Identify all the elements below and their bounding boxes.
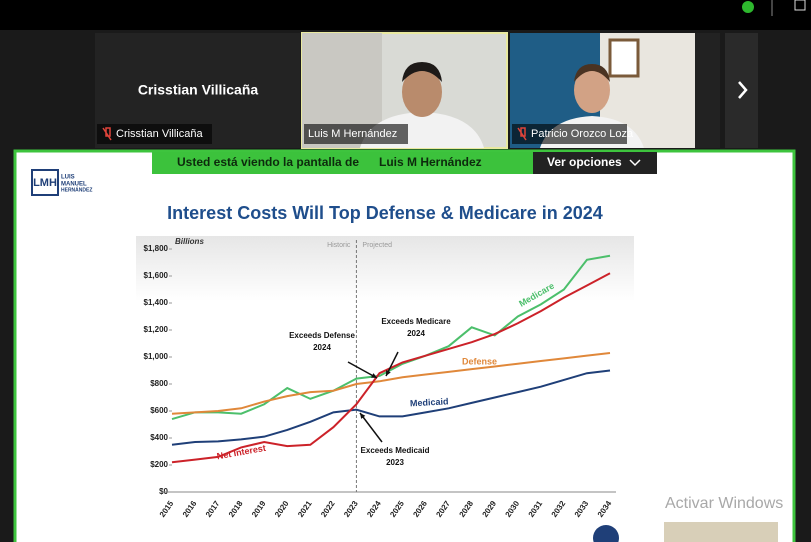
y-tick-label: $800 xyxy=(150,379,168,388)
presenter-name: Luis M Hernández xyxy=(379,155,482,169)
mute-icon xyxy=(517,127,527,141)
annotation-arrow xyxy=(347,361,378,379)
series-line xyxy=(171,254,611,421)
divider-label: Historic xyxy=(327,242,351,249)
video-person xyxy=(402,62,442,82)
arrow-head xyxy=(386,370,391,376)
annotation: 2023 xyxy=(386,458,404,467)
divider-label: Projected xyxy=(362,242,392,249)
logo-text: HERNÁNDEZ xyxy=(61,186,92,193)
video-person xyxy=(574,67,610,113)
logo-text: LUIS xyxy=(61,175,75,181)
y-tick-label: $400 xyxy=(150,433,168,442)
plot-area xyxy=(136,236,634,496)
mute-icon xyxy=(102,127,112,141)
arrow-head xyxy=(371,373,377,378)
name-tag xyxy=(304,124,408,144)
corner-badge xyxy=(593,525,619,542)
corner-image xyxy=(664,522,778,542)
y-tick-label: $1,600 xyxy=(144,271,169,280)
annotation: Exceeds Defense xyxy=(289,331,355,340)
series-label: Defense xyxy=(462,356,497,366)
name-tag xyxy=(97,124,212,144)
arrow-head xyxy=(360,413,366,419)
y-tick-label: $1,400 xyxy=(144,298,169,307)
y-tick-label: $1,200 xyxy=(144,325,169,334)
video-background xyxy=(608,38,640,78)
name-tag xyxy=(512,124,627,144)
annotation: 2024 xyxy=(407,329,425,338)
view-options-label[interactable]: Ver opciones xyxy=(547,155,622,169)
view-icon[interactable] xyxy=(794,0,806,11)
view-options-button[interactable] xyxy=(533,152,657,174)
windows-watermark: Activar Windows xyxy=(665,495,783,512)
logo-box xyxy=(31,169,59,196)
series-line xyxy=(171,272,611,464)
y-tick-label: $200 xyxy=(150,460,168,469)
annotation: Exceeds Medicaid xyxy=(361,446,430,455)
annotation-arrow xyxy=(359,412,383,443)
chart-title: Interest Costs Will Top Defense & Medica… xyxy=(167,203,603,223)
series-line xyxy=(171,351,611,415)
logo-text: MANUEL xyxy=(61,182,87,188)
participant-name: Crisstian Villicaña xyxy=(138,82,259,98)
video-person xyxy=(574,64,610,82)
annotation: Exceeds Medicare xyxy=(381,317,451,326)
participant-label: Crisstian Villicaña xyxy=(116,128,203,140)
security-icon[interactable] xyxy=(742,1,754,13)
next-arrow xyxy=(738,81,748,99)
y-tick-label: $1,000 xyxy=(144,352,169,361)
y-tick-label: $600 xyxy=(150,406,168,415)
series-line xyxy=(171,369,611,446)
top-bar xyxy=(0,0,811,30)
next-page-button[interactable] xyxy=(725,33,758,148)
annotation: 2024 xyxy=(313,343,331,352)
y-tick-label: $1,800 xyxy=(144,244,169,253)
participant-label: Patricio Orozco Loza xyxy=(531,128,634,140)
participant-label: Luis M Hernández xyxy=(308,128,397,140)
logo-mark: LMH xyxy=(33,177,57,189)
dropdown-icon xyxy=(629,159,641,167)
series-label: Medicaid xyxy=(410,396,449,408)
share-banner xyxy=(152,152,657,174)
video-background xyxy=(695,33,720,148)
video-person xyxy=(402,67,442,117)
banner-text: Usted está viendo la pantalla de xyxy=(177,155,359,169)
y-unit: Billions xyxy=(175,237,204,246)
